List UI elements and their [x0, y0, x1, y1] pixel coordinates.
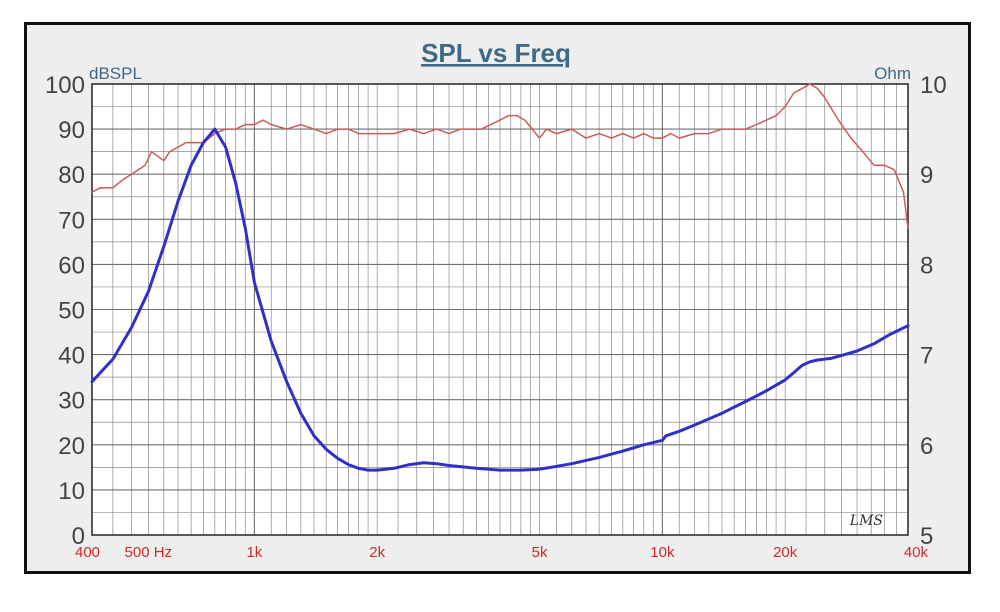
x-tick-label: 400 — [75, 544, 100, 561]
right-tick-label: 5 — [920, 523, 933, 550]
x-tick-label: 40k — [904, 544, 929, 561]
left-tick-label: 30 — [58, 388, 85, 415]
left-tick-label: 0 — [72, 523, 85, 550]
right-tick-label: 8 — [920, 252, 933, 279]
x-tick-label: 1k — [246, 544, 262, 561]
left-tick-label: 100 — [45, 72, 85, 99]
left-tick-label: 20 — [58, 433, 85, 460]
impedance-line — [90, 127, 910, 472]
right-tick-label: 6 — [920, 433, 933, 460]
right-tick-label: 7 — [920, 343, 933, 370]
maker-mark: LMS — [849, 513, 883, 529]
left-tick-label: 10 — [58, 478, 85, 505]
chart-frame: SPL vs Freq dBSPL Ohm 0 10 20 30 40 50 60 70 80 9… — [24, 22, 971, 574]
right-tick-label: 9 — [920, 162, 933, 189]
left-tick-label: 90 — [58, 117, 85, 144]
left-tick-label: 40 — [58, 343, 85, 370]
right-axis-unit: Ohm — [874, 64, 911, 83]
x-tick-label: 2k — [369, 544, 385, 561]
left-tick-label: 60 — [58, 252, 85, 279]
right-tick-label: 10 — [920, 72, 947, 99]
chart-title: SPL vs Freq — [421, 38, 571, 68]
left-tick-label: 50 — [58, 298, 85, 325]
x-tick-label: 10k — [650, 544, 675, 561]
x-tick-label: 20k — [773, 544, 798, 561]
x-tick-label: 5k — [532, 544, 548, 561]
left-axis-ticks: 0 10 20 30 40 50 60 70 80 90 100 — [45, 72, 85, 550]
left-axis-unit: dBSPL — [89, 64, 142, 83]
grid — [91, 84, 909, 535]
left-tick-label: 80 — [58, 162, 85, 189]
x-tick-label: 500 Hz — [125, 544, 173, 561]
spl-impedance-chart: SPL vs Freq dBSPL Ohm 0 10 20 30 40 50 60 70 80 9… — [45, 38, 947, 561]
x-axis-ticks: 400 500 Hz 1k 2k 5k 10k 20k 40k — [75, 544, 928, 561]
left-tick-label: 70 — [58, 207, 85, 234]
series-layer — [90, 83, 910, 472]
plot-border — [91, 83, 909, 536]
spl-line — [91, 83, 909, 230]
right-axis-ticks: 5 6 7 8 9 10 — [920, 72, 947, 550]
